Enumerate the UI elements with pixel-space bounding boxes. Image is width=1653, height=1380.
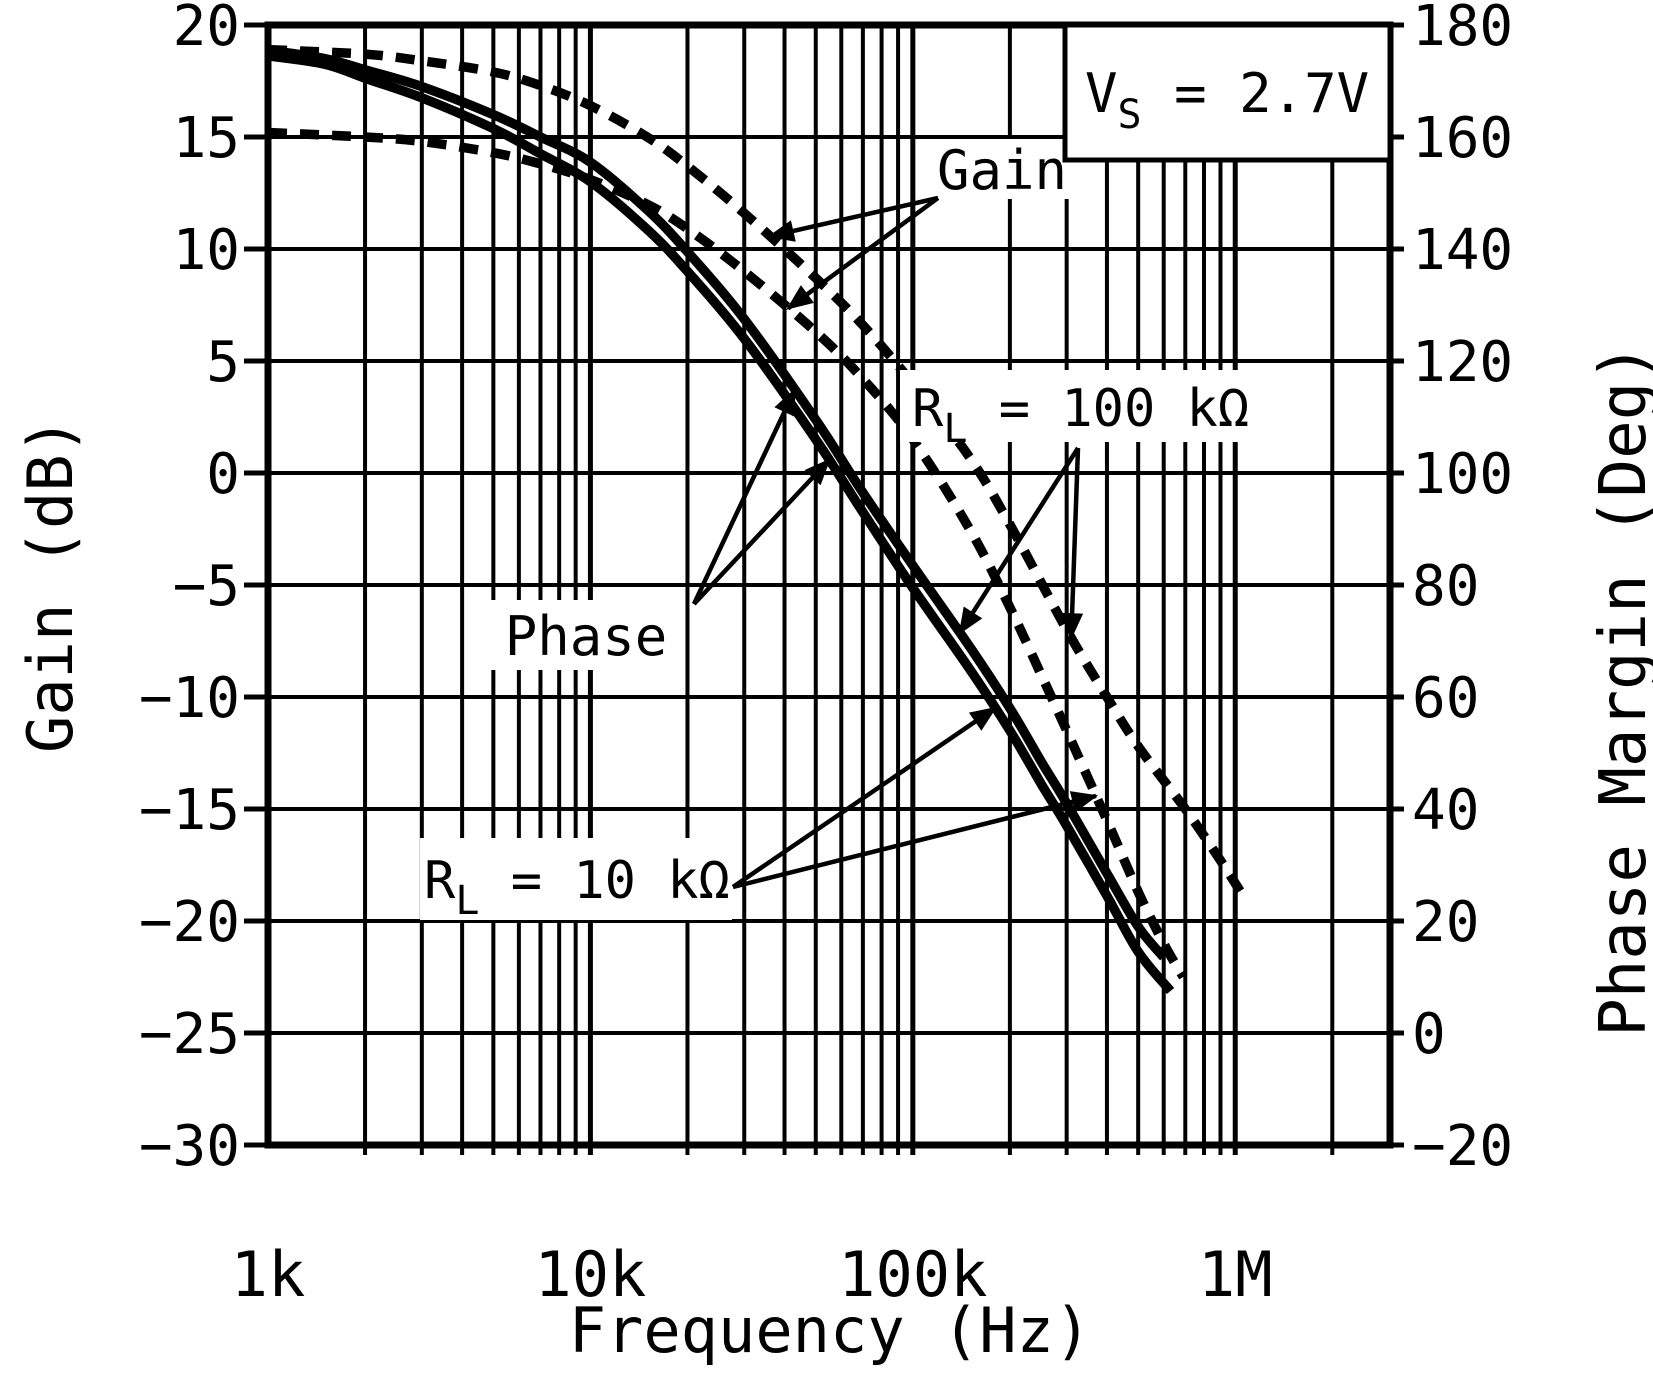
y-right-tick-label: 120	[1412, 330, 1513, 395]
y-right-tick-label: 80	[1412, 554, 1479, 619]
y-right-tick-label: −20	[1412, 1114, 1513, 1179]
rl100k-label-bg	[900, 370, 1272, 442]
y-right-tick-label: 180	[1412, 0, 1513, 59]
rl10k-label-arrow	[731, 706, 997, 889]
y-left-tick-label: 15	[173, 106, 240, 171]
y-left-axis-title: Gain (dB)	[14, 417, 87, 753]
x-tick-label: 1M	[1198, 1238, 1273, 1311]
x-tick-label: 10k	[534, 1238, 646, 1311]
rl100k-label-text: RL = 100 kΩ	[912, 379, 1249, 452]
y-left-tick-label: 0	[206, 442, 240, 507]
y-right-tick-label: 60	[1412, 666, 1479, 731]
phase-label-arrow	[691, 388, 797, 605]
rl10k-label-text: RL = 10 kΩ	[424, 851, 730, 924]
rl100k-label-arrow	[958, 446, 1080, 635]
supply-callout-box	[1062, 22, 1393, 163]
y-right-tick-label: 140	[1412, 218, 1513, 283]
phase-label-bg	[488, 600, 684, 670]
y-left-tick-label: 20	[173, 0, 240, 59]
y-left-tick-label: −5	[173, 554, 240, 619]
curve-gain-rl-10kohm	[267, 127, 1188, 980]
gain-label-bg	[925, 139, 1080, 199]
gain-label-arrow	[767, 195, 939, 242]
gain-label-arrow	[786, 196, 940, 311]
y-left-tick-label: −15	[139, 778, 240, 843]
y-right-tick-label: 100	[1412, 442, 1513, 507]
y-right-tick-label: 20	[1412, 890, 1479, 955]
phase-label-arrow	[692, 458, 831, 606]
curve-phase-rl-10kohm	[267, 51, 1175, 995]
curve-gain-rl-100kohm	[267, 44, 1247, 897]
y-left-tick-label: −10	[139, 666, 240, 731]
x-tick-label: 1k	[231, 1238, 306, 1311]
phase-label-text: Phase	[505, 605, 668, 668]
supply-voltage-text: VS = 2.7V	[1085, 62, 1369, 138]
rl10k-label-bg	[420, 838, 732, 920]
y-left-tick-label: −25	[139, 1002, 240, 1067]
y-left-tick-label: −20	[139, 890, 240, 955]
y-right-tick-label: 40	[1412, 778, 1479, 843]
rl10k-label-arrow	[732, 791, 1099, 890]
curve-phase-rl-100kohm	[267, 45, 1168, 961]
y-left-tick-label: −30	[139, 1114, 240, 1179]
x-axis-title: Frequency (Hz)	[569, 1294, 1092, 1367]
y-left-tick-label: 5	[206, 330, 240, 395]
y-right-tick-label: 160	[1412, 106, 1513, 171]
y-right-axis-title: Phase Margin (Deg)	[1587, 343, 1653, 1037]
x-tick-label: 100k	[838, 1238, 987, 1311]
gain-label-text: Gain	[937, 139, 1067, 202]
rl100k-label-arrow	[1061, 447, 1084, 640]
y-left-tick-label: 10	[173, 218, 240, 283]
y-right-tick-label: 0	[1412, 1002, 1446, 1067]
